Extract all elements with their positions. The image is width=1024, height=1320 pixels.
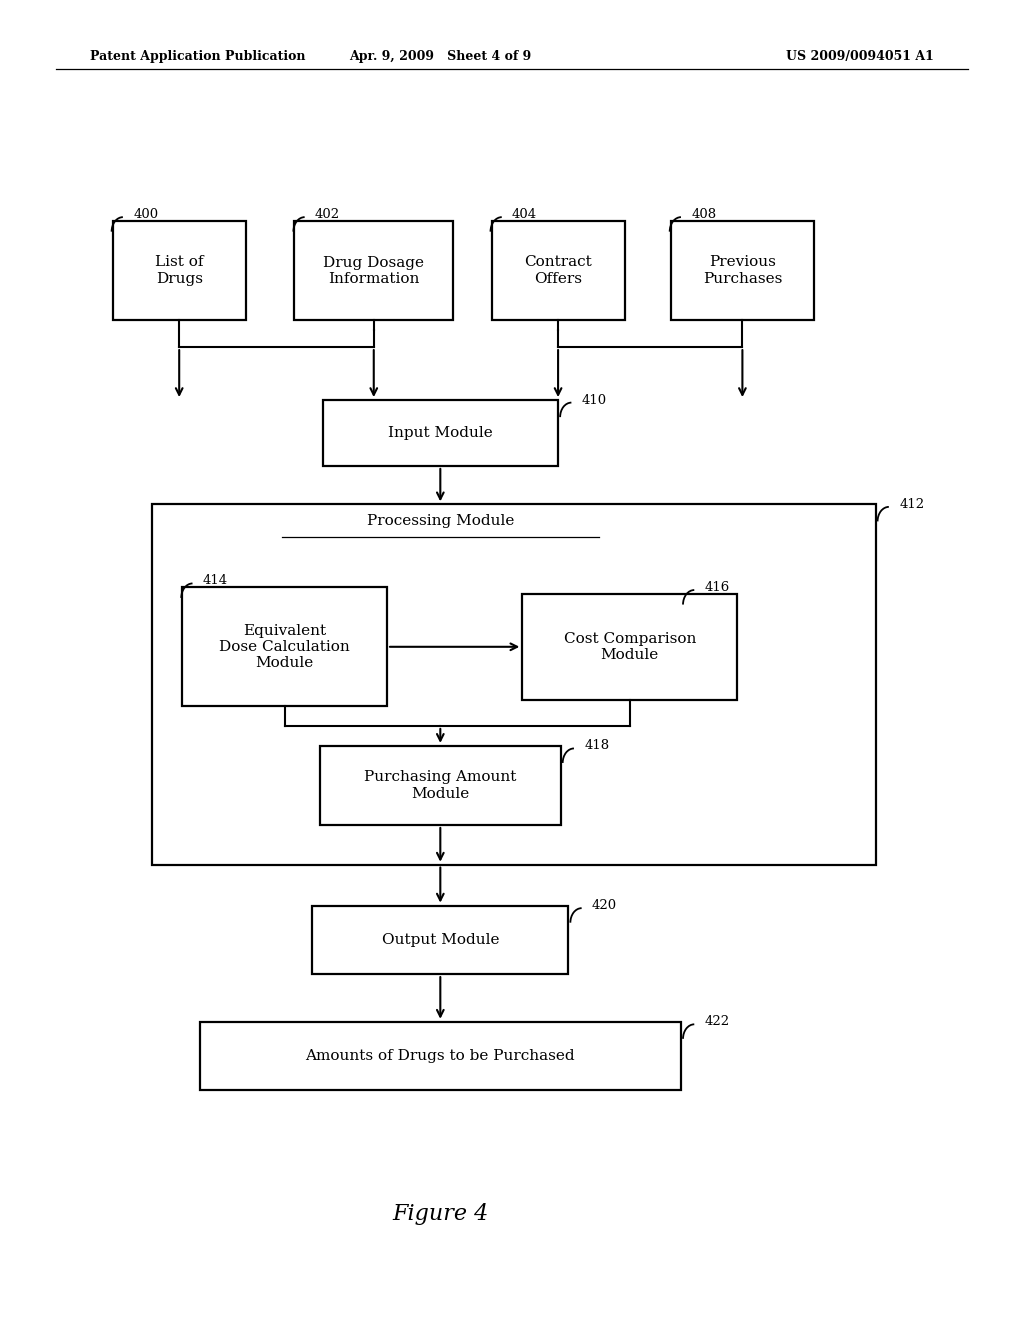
Text: Input Module: Input Module: [388, 426, 493, 440]
Bar: [323, 400, 558, 466]
Text: 408: 408: [691, 209, 717, 220]
Text: Previous
Purchases: Previous Purchases: [702, 256, 782, 285]
Bar: [113, 220, 246, 319]
Bar: [295, 220, 453, 319]
Bar: [319, 746, 561, 825]
Text: US 2009/0094051 A1: US 2009/0094051 A1: [786, 50, 934, 63]
Text: Cost Comparison
Module: Cost Comparison Module: [563, 632, 696, 661]
Text: Patent Application Publication: Patent Application Publication: [90, 50, 305, 63]
Text: 420: 420: [592, 899, 617, 912]
Bar: [200, 1022, 681, 1090]
Text: Figure 4: Figure 4: [392, 1204, 488, 1225]
Text: 412: 412: [899, 498, 925, 511]
Text: Apr. 9, 2009   Sheet 4 of 9: Apr. 9, 2009 Sheet 4 of 9: [349, 50, 531, 63]
Bar: [522, 594, 737, 700]
Bar: [152, 504, 876, 865]
Text: Amounts of Drugs to be Purchased: Amounts of Drugs to be Purchased: [305, 1049, 575, 1063]
Text: 422: 422: [705, 1015, 730, 1028]
Text: Equivalent
Dose Calculation
Module: Equivalent Dose Calculation Module: [219, 623, 350, 671]
Text: Contract
Offers: Contract Offers: [524, 256, 592, 285]
Text: 410: 410: [582, 393, 607, 407]
Text: Output Module: Output Module: [382, 933, 499, 946]
Bar: [492, 220, 625, 319]
Text: Drug Dosage
Information: Drug Dosage Information: [324, 256, 424, 285]
Bar: [312, 906, 568, 974]
Text: Purchasing Amount
Module: Purchasing Amount Module: [365, 771, 516, 800]
Text: 416: 416: [705, 581, 730, 594]
Text: 404: 404: [512, 209, 538, 220]
Text: 402: 402: [315, 209, 340, 220]
Bar: [182, 587, 387, 706]
Text: List of
Drugs: List of Drugs: [155, 256, 204, 285]
Text: 418: 418: [584, 739, 609, 752]
Text: 414: 414: [203, 574, 228, 587]
Text: Processing Module: Processing Module: [367, 515, 514, 528]
Text: 400: 400: [133, 209, 159, 220]
Bar: [671, 220, 814, 319]
